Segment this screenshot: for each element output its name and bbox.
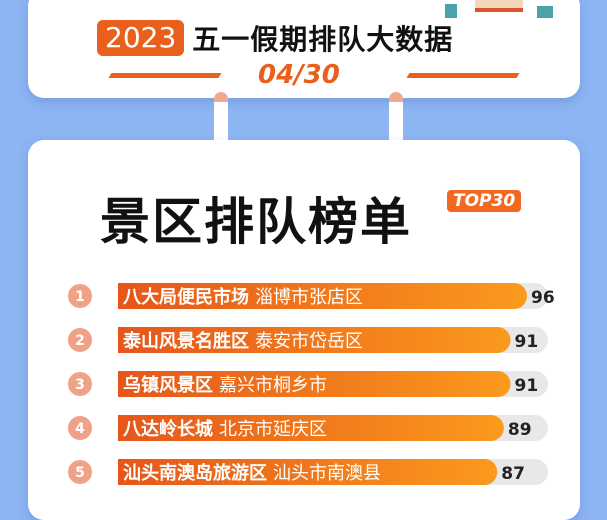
rank-number: 1	[75, 289, 85, 305]
attraction-location: 北京市延庆区	[219, 419, 327, 440]
header-title: 2023 五一假期排队大数据	[97, 18, 453, 58]
value-label: 91	[515, 332, 539, 352]
year-badge: 2023	[97, 20, 185, 56]
skyline-decoration-icon	[445, 0, 553, 18]
rank-circle	[68, 460, 92, 484]
rank-number: 2	[75, 333, 85, 349]
attraction-location: 嘉兴市桐乡市	[219, 375, 327, 396]
title-text: 五一假期排队大数据	[192, 23, 454, 56]
attraction-name: 汕头南澳岛旅游区	[123, 462, 267, 484]
rank-circle	[68, 328, 92, 352]
date-text: 04/30	[258, 60, 340, 90]
attraction-location: 汕头市南澳县	[273, 463, 381, 484]
attraction-name: 八达岭长城	[123, 418, 213, 440]
bar	[118, 459, 498, 485]
ranking-chart: 1 八大局便民市场 淄博市张店区 96 2 泰山风景名胜区 泰安市岱岳区 91 3 乌镇风景区 嘉兴…	[68, 283, 555, 485]
value-label: 89	[508, 420, 532, 440]
bar	[118, 415, 504, 441]
attraction-label: 乌镇风景区 嘉兴市桐乡市	[123, 374, 327, 396]
rank-number: 4	[75, 421, 85, 437]
attraction-label: 八大局便民市场 淄博市张店区	[123, 286, 363, 308]
date-row: 04/30	[108, 60, 520, 90]
value-label: 87	[501, 464, 525, 484]
attraction-name: 乌镇风景区	[123, 374, 213, 396]
rank-circle	[68, 284, 92, 308]
attraction-label: 泰山风景名胜区 泰安市岱岳区	[122, 330, 363, 352]
rank-circle	[68, 372, 92, 396]
attraction-label: 八达岭长城 北京市延庆区	[123, 418, 327, 440]
connector-right	[389, 92, 403, 152]
attraction-name: 八大局便民市场	[123, 286, 249, 308]
attraction-label: 汕头南澳岛旅游区 汕头市南澳县	[123, 462, 381, 484]
bar	[118, 327, 511, 353]
attraction-location: 淄博市张店区	[255, 287, 363, 308]
value-label: 91	[515, 376, 539, 396]
bar	[118, 371, 511, 397]
attraction-location: 泰安市岱岳区	[255, 331, 363, 352]
rank-number: 5	[75, 465, 85, 481]
ranking-heading: 景区排队榜单	[100, 193, 412, 251]
attraction-name: 泰山风景名胜区	[122, 330, 249, 352]
top30-badge: TOP30	[447, 190, 522, 212]
rank-number: 3	[75, 377, 85, 393]
connector-left	[214, 92, 228, 152]
value-label: 96	[531, 288, 555, 308]
bar	[118, 283, 527, 309]
rank-circle	[68, 416, 92, 440]
